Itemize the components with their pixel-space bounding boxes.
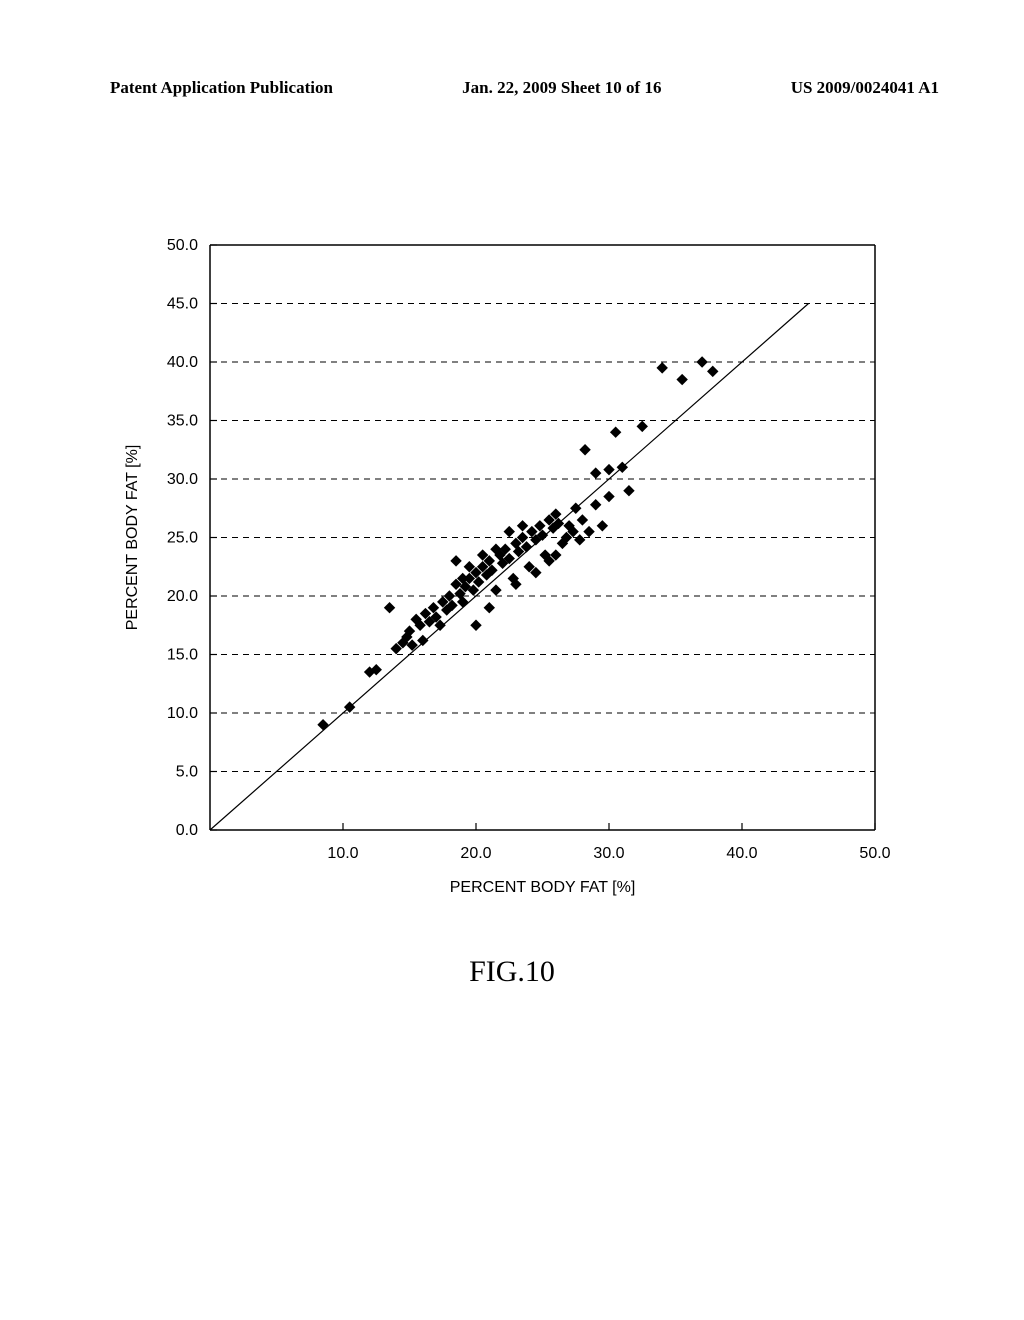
svg-text:0.0: 0.0 bbox=[176, 822, 198, 839]
svg-text:25.0: 25.0 bbox=[167, 530, 198, 547]
svg-text:35.0: 35.0 bbox=[167, 413, 198, 430]
svg-text:PERCENT BODY FAT [%]: PERCENT BODY FAT [%] bbox=[124, 445, 141, 631]
svg-text:20.0: 20.0 bbox=[460, 845, 491, 862]
svg-text:10.0: 10.0 bbox=[167, 705, 198, 722]
header-left: Patent Application Publication bbox=[110, 78, 333, 98]
header-right: US 2009/0024041 A1 bbox=[791, 78, 939, 98]
svg-text:30.0: 30.0 bbox=[167, 471, 198, 488]
figure-caption: FIG.10 bbox=[0, 955, 1024, 989]
svg-text:50.0: 50.0 bbox=[167, 237, 198, 254]
header-center: Jan. 22, 2009 Sheet 10 of 16 bbox=[462, 78, 661, 98]
svg-text:20.0: 20.0 bbox=[167, 588, 198, 605]
chart-svg: 10.0 20.0 30.0 40.0 50.0 0.0 5.0 10.0 15.0 20.0 25… bbox=[115, 230, 905, 910]
svg-text:15.0: 15.0 bbox=[167, 647, 198, 664]
svg-text:10.0: 10.0 bbox=[327, 845, 358, 862]
svg-text:45.0: 45.0 bbox=[167, 296, 198, 313]
svg-text:PERCENT BODY FAT [%]: PERCENT BODY FAT [%] bbox=[450, 879, 636, 896]
svg-text:5.0: 5.0 bbox=[176, 764, 198, 781]
svg-text:30.0: 30.0 bbox=[593, 845, 624, 862]
scatter-chart: 10.0 20.0 30.0 40.0 50.0 0.0 5.0 10.0 15.0 20.0 25… bbox=[115, 230, 905, 910]
svg-text:40.0: 40.0 bbox=[726, 845, 757, 862]
svg-text:50.0: 50.0 bbox=[859, 845, 890, 862]
svg-text:40.0: 40.0 bbox=[167, 354, 198, 371]
page-header: Patent Application Publication Jan. 22, … bbox=[0, 78, 1024, 98]
